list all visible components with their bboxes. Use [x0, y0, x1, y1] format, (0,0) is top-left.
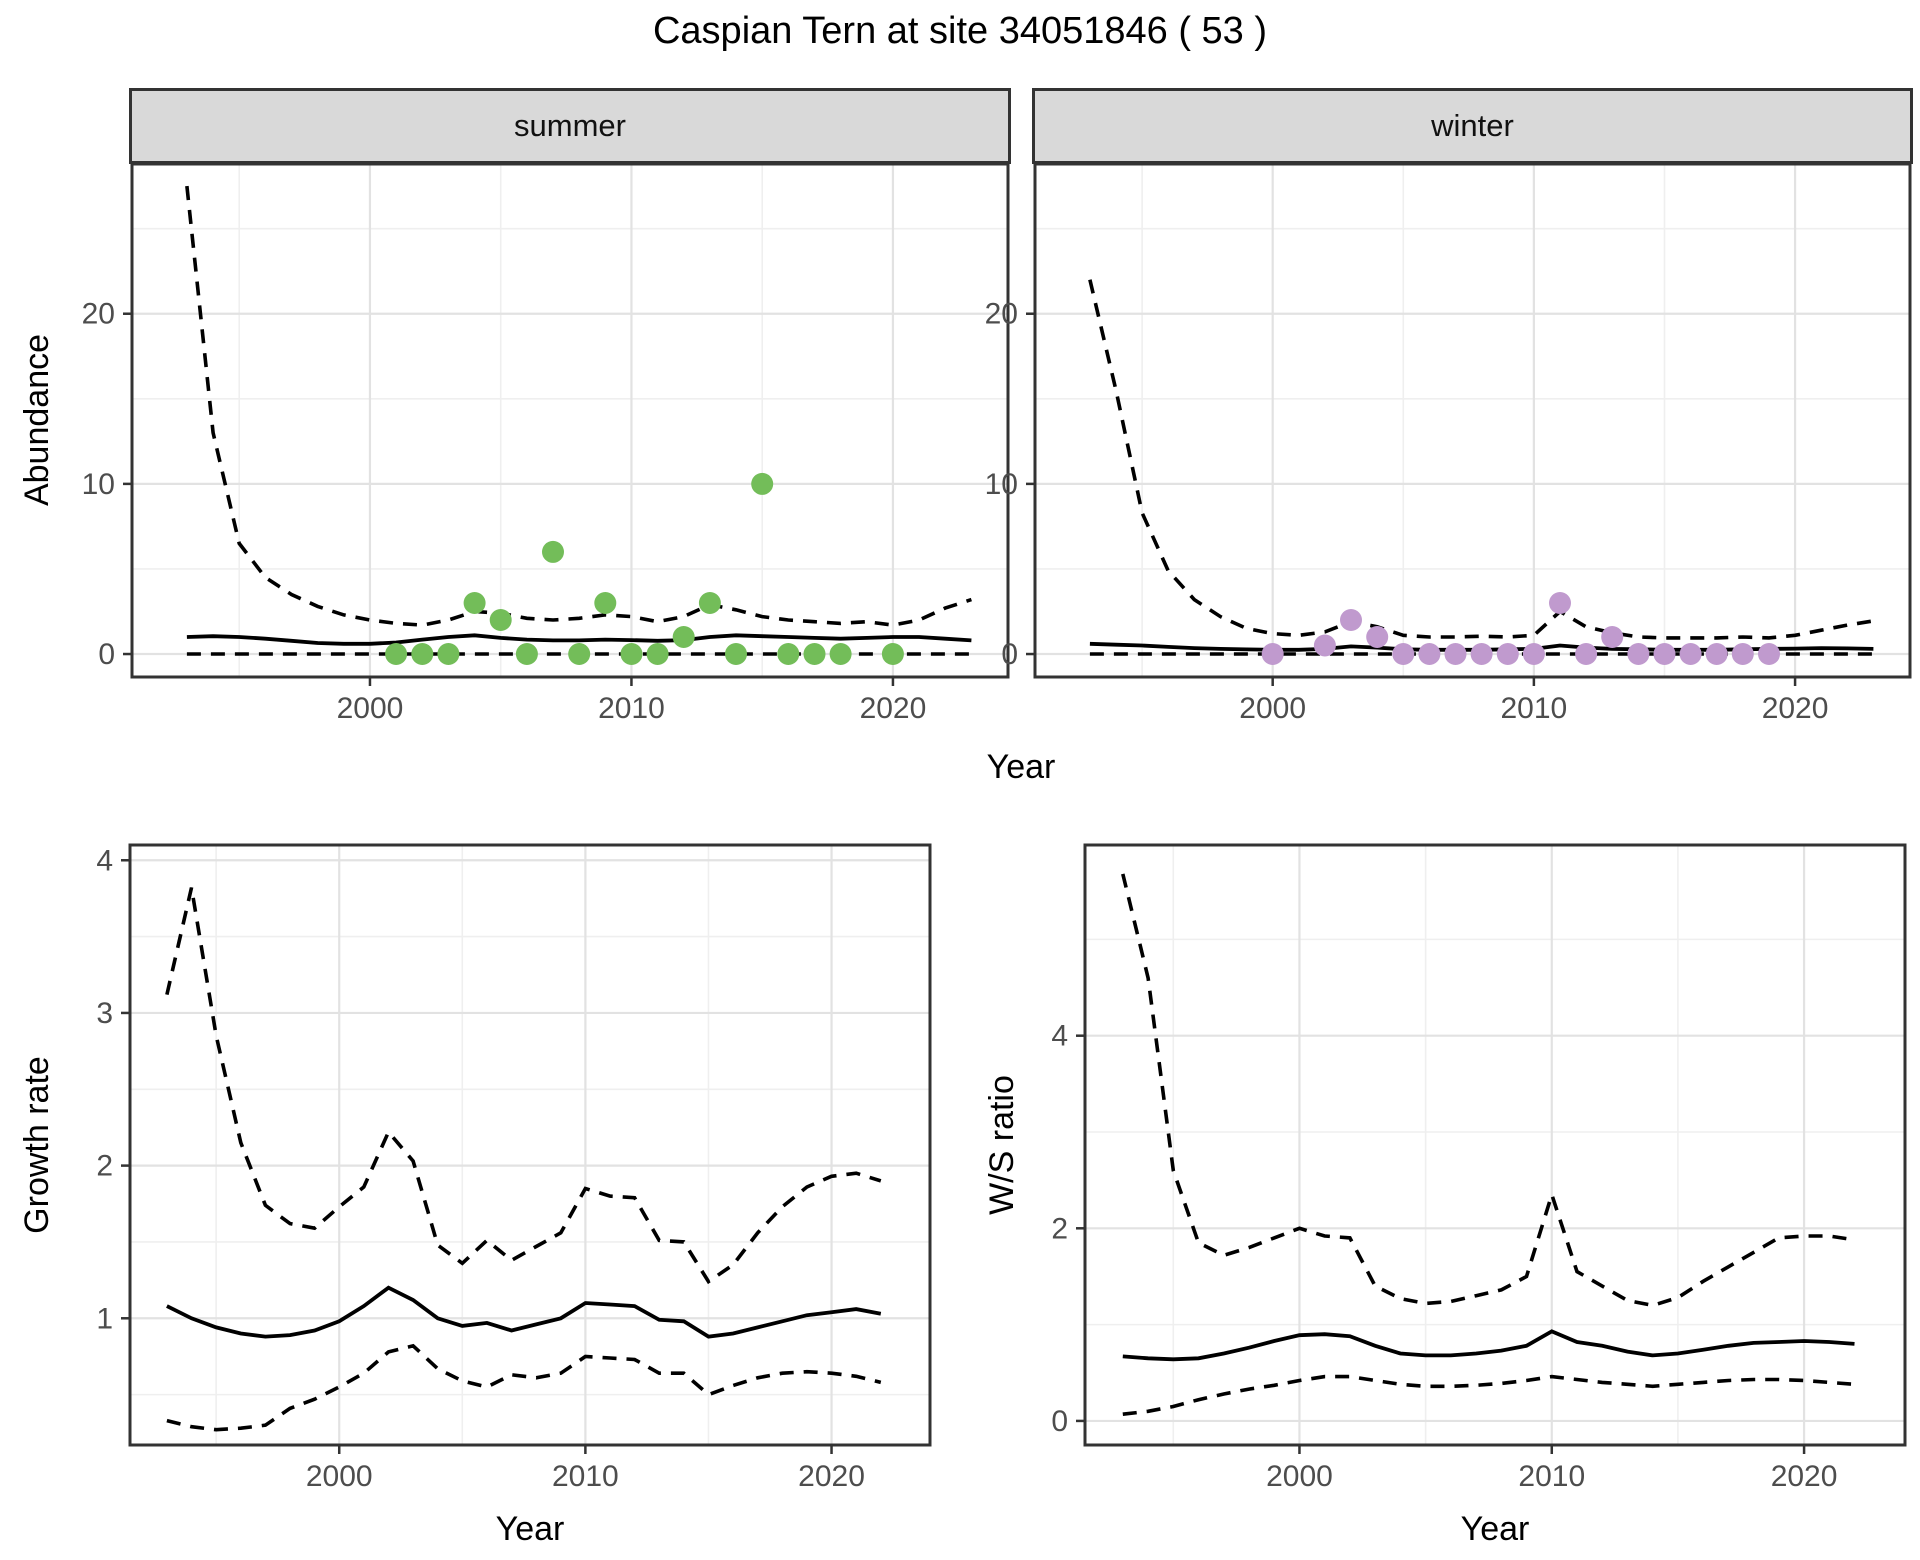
- summer-upper-ci-line: [185, 185, 972, 627]
- winter-observation-point: [1392, 643, 1415, 665]
- ws-y-tick-label: 2: [1051, 1212, 1068, 1245]
- growth-x-tick-label: 2010: [552, 1460, 619, 1493]
- facet-strip-winter-label: winter: [1431, 108, 1514, 143]
- y-axis-title-abundance: Abundance: [18, 333, 56, 507]
- winter-y-tick-label: 20: [985, 298, 1018, 331]
- summer-observation-point: [777, 643, 800, 665]
- ws-x-tick-label: 2020: [1771, 1460, 1838, 1493]
- summer-observation-point: [489, 609, 512, 631]
- summer-x-tick-label: 2010: [598, 692, 665, 725]
- summer-y-tick-label: 10: [82, 468, 115, 501]
- ws-median-line: [1122, 1329, 1855, 1362]
- ws-x-tick-label: 2000: [1266, 1460, 1333, 1493]
- summer-x-tick-label: 2020: [860, 692, 927, 725]
- x-axis-title-top-year: Year: [986, 748, 1056, 786]
- winter-y-tick-label: 10: [985, 468, 1018, 501]
- summer-observation-point: [411, 643, 434, 665]
- winter-observation-point: [1679, 643, 1702, 665]
- summer-x-tick-label: 2000: [337, 692, 404, 725]
- summer-observation-point: [542, 540, 564, 563]
- y-axis-title-growth-rate: Growth rate: [18, 1056, 56, 1234]
- summer-panel: 2000 2010 2020 0 10 20: [82, 162, 1010, 725]
- winter-observation-point: [1470, 643, 1493, 665]
- winter-observation-point: [1313, 634, 1336, 657]
- summer-y-tick-label: 0: [98, 638, 115, 671]
- summer-observation-point: [881, 643, 904, 665]
- growth-median-line: [166, 1285, 882, 1339]
- winter-x-tick-label: 2010: [1501, 692, 1568, 725]
- winter-observation-point: [1549, 592, 1571, 614]
- x-axis-title-ws-year: Year: [1460, 1510, 1530, 1548]
- winter-observation-point: [1705, 643, 1728, 665]
- ws-y-tick-label: 4: [1051, 1020, 1068, 1053]
- ws-panel: 2000 2010 2020 0 2 4: [1051, 843, 1907, 1493]
- ws-upper-ci-line: [1121, 873, 1855, 1308]
- summer-observation-point: [568, 643, 591, 665]
- facet-strip-summer: summer: [129, 88, 1011, 164]
- ws-y-tick-label: 0: [1051, 1405, 1068, 1438]
- winter-observation-point: [1731, 643, 1754, 665]
- winter-observation-point: [1444, 643, 1467, 665]
- summer-y-tick-label: 20: [82, 298, 115, 331]
- summer-observation-point: [594, 592, 617, 614]
- winter-panel: 2000 2010 2020 0 10 20: [985, 162, 1912, 725]
- winter-observation-point: [1340, 609, 1362, 631]
- summer-observation-point: [385, 643, 408, 665]
- growth-y-tick-label: 1: [96, 1302, 113, 1335]
- growth-y-tick-label: 4: [96, 844, 113, 877]
- growth-panel: 2000 2010 2020 1 2 3 4: [96, 843, 932, 1493]
- x-axis-title-growth-year: Year: [495, 1510, 565, 1548]
- winter-upper-ci-line: [1088, 279, 1874, 640]
- summer-observation-point: [725, 643, 747, 665]
- winter-observation-point: [1496, 643, 1519, 665]
- winter-observation-point: [1601, 626, 1624, 648]
- figure-title: Caspian Tern at site 34051846 ( 53 ): [652, 10, 1268, 52]
- facet-strip-winter: winter: [1032, 88, 1913, 164]
- winter-x-tick-label: 2020: [1762, 692, 1829, 725]
- growth-x-tick-label: 2000: [306, 1460, 373, 1493]
- winter-y-tick-label: 0: [1001, 638, 1018, 671]
- growth-upper-ci-line: [165, 887, 882, 1285]
- winter-observation-point: [1575, 643, 1598, 665]
- ws-lower-ci-line: [1122, 1374, 1855, 1416]
- summer-observation-point: [698, 592, 721, 614]
- growth-lower-ci-line: [166, 1343, 882, 1432]
- growth-x-tick-label: 2020: [798, 1460, 865, 1493]
- summer-observation-point: [646, 643, 669, 665]
- summer-observation-point: [803, 643, 826, 665]
- summer-observation-point: [437, 643, 460, 665]
- winter-observation-point: [1522, 643, 1545, 665]
- winter-observation-point: [1627, 643, 1650, 665]
- growth-y-tick-label: 3: [96, 997, 113, 1030]
- summer-observation-point: [515, 643, 538, 665]
- winter-observation-point: [1758, 643, 1780, 665]
- summer-observation-point: [463, 592, 486, 614]
- summer-observation-point: [672, 626, 695, 648]
- summer-median-line: [186, 633, 972, 646]
- facet-strip-summer-label: summer: [514, 108, 626, 143]
- growth-y-tick-label: 2: [96, 1150, 113, 1183]
- summer-observation-point: [620, 643, 643, 665]
- ws-x-tick-label: 2010: [1518, 1460, 1585, 1493]
- winter-observation-point: [1653, 643, 1676, 665]
- winter-observation-point: [1261, 643, 1284, 665]
- summer-observation-point: [751, 472, 774, 495]
- summer-observation-point: [829, 643, 852, 665]
- winter-observation-point: [1366, 626, 1389, 648]
- winter-x-tick-label: 2000: [1239, 692, 1306, 725]
- winter-observation-point: [1418, 643, 1441, 665]
- y-axis-title-ws-ratio: W/S ratio: [983, 1075, 1021, 1215]
